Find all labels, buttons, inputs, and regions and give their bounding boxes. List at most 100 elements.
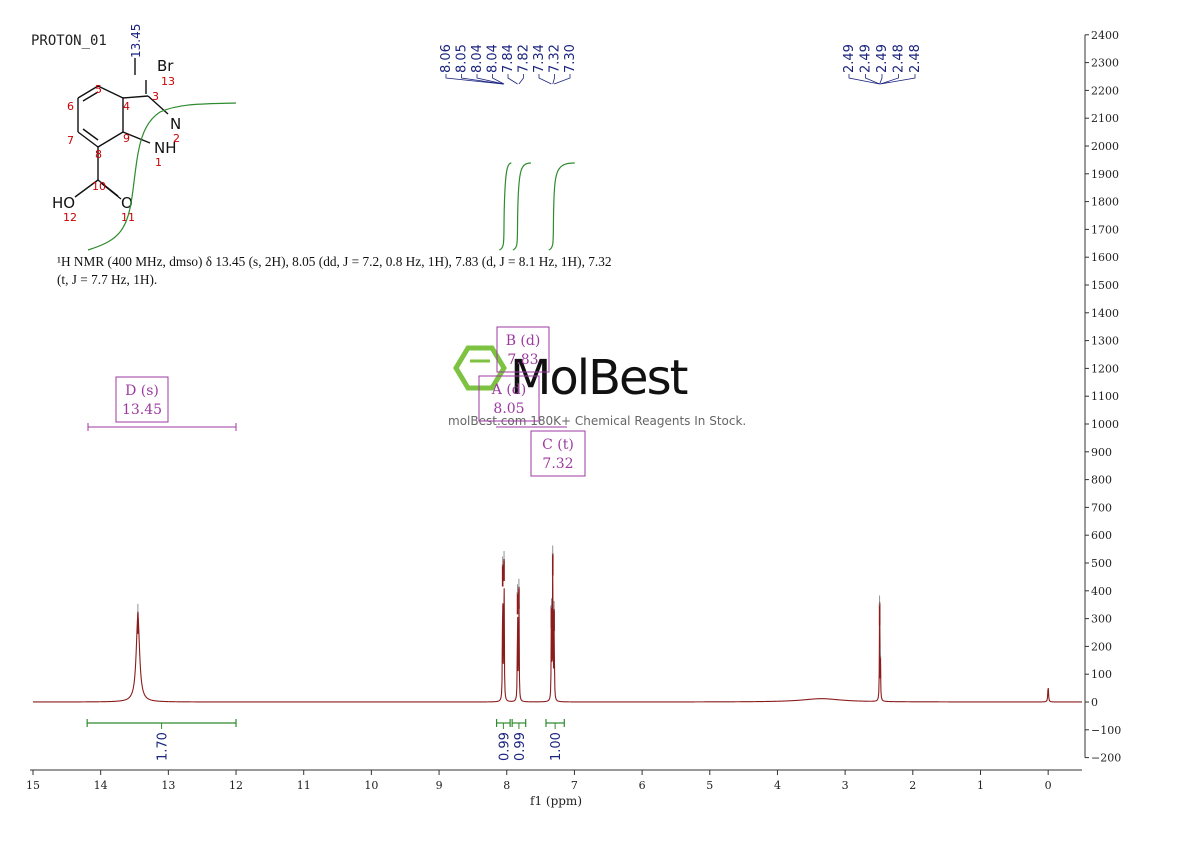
y-tick-label: 300 bbox=[1091, 613, 1112, 626]
peak-label: 7.32 bbox=[548, 44, 563, 73]
peak-label-connector bbox=[879, 74, 883, 85]
spectrum-trace bbox=[33, 559, 1082, 703]
peak-label: 7.84 bbox=[501, 44, 516, 73]
multiplet-box bbox=[530, 430, 586, 477]
atom-labels: Br N NH HO O bbox=[52, 57, 181, 212]
peak-label: 2.49 bbox=[842, 44, 857, 73]
x-tick-label: 14 bbox=[94, 779, 108, 792]
peak-label-connector bbox=[538, 74, 552, 85]
x-axis-label: f1 (ppm) bbox=[530, 794, 582, 808]
x-tick-label: 13 bbox=[161, 779, 175, 792]
y-tick-label: −200 bbox=[1091, 752, 1121, 765]
peak-label-connector bbox=[507, 74, 518, 85]
atom-number: 4 bbox=[123, 100, 130, 113]
atom-number: 10 bbox=[92, 180, 106, 193]
integral-value: 0.99 bbox=[513, 732, 528, 761]
peak-label: 2.48 bbox=[908, 44, 923, 73]
integral-layer: 1.70 0.99 0.99 1.00 bbox=[86, 162, 575, 761]
peak-label-connector bbox=[848, 74, 880, 85]
peak-label: 2.49 bbox=[859, 44, 874, 73]
y-tick-label: 1700 bbox=[1091, 223, 1119, 236]
x-tick-label: 10 bbox=[364, 779, 378, 792]
y-tick-label: 1100 bbox=[1091, 390, 1119, 403]
atom-number: 5 bbox=[95, 83, 102, 96]
chemical-structure bbox=[74, 58, 169, 200]
watermark-brand: MolBest bbox=[510, 350, 688, 406]
y-tick-label: 2000 bbox=[1091, 140, 1119, 153]
y-tick-label: 1800 bbox=[1091, 196, 1119, 209]
y-tick-label: −100 bbox=[1091, 724, 1121, 737]
y-tick-label: 1500 bbox=[1091, 279, 1119, 292]
atom-label-n: N bbox=[170, 115, 181, 133]
peak-label: 7.34 bbox=[532, 44, 547, 73]
x-tick-label: 7 bbox=[571, 779, 578, 792]
atom-number: 11 bbox=[121, 211, 135, 224]
axes-layer: 15 14 13 12 11 10 9 8 7 6 5 4 3 2 1 0240023002200210020… bbox=[26, 29, 1121, 792]
y-tick-label: 100 bbox=[1091, 668, 1112, 681]
y-tick-label: 800 bbox=[1091, 474, 1112, 487]
x-tick-label: 2 bbox=[909, 779, 916, 792]
atom-number: 1 bbox=[155, 156, 162, 169]
multiplet-box bbox=[496, 326, 550, 373]
multiplet-box bbox=[115, 376, 169, 423]
multiplet-shift: 13.45 bbox=[122, 402, 162, 418]
atom-number: 12 bbox=[63, 211, 77, 224]
y-tick-label: 200 bbox=[1091, 640, 1112, 653]
atom-number: 13 bbox=[161, 75, 175, 88]
x-tick-label: 8 bbox=[503, 779, 510, 792]
peak-label-connector bbox=[880, 74, 916, 85]
x-tick-label: 6 bbox=[639, 779, 646, 792]
y-tick-label: 1600 bbox=[1091, 251, 1119, 264]
peak-label: 8.04 bbox=[470, 44, 485, 73]
multiplet-box bbox=[478, 375, 540, 422]
peak-label-connector bbox=[553, 74, 571, 85]
multiplet-layer: D (s) 13.45 B (d) 7.83 A (d) 8.05 C (t) 7.32 bbox=[87, 326, 586, 477]
x-tick-label: 12 bbox=[229, 779, 243, 792]
y-tick-label: 1400 bbox=[1091, 307, 1119, 320]
multiplet-shift: 7.32 bbox=[542, 456, 573, 472]
x-tick-label: 5 bbox=[706, 779, 713, 792]
atom-number: 3 bbox=[152, 90, 159, 103]
x-tick-label: 9 bbox=[436, 779, 443, 792]
peak-label: 7.82 bbox=[517, 44, 532, 73]
x-tick-label: 4 bbox=[774, 779, 781, 792]
structure-shift-label: 13.45 bbox=[129, 24, 143, 58]
y-tick-label: 0 bbox=[1091, 696, 1098, 709]
peak-label: 8.05 bbox=[455, 44, 470, 73]
peak-label-connector bbox=[445, 74, 503, 85]
peak-label: 8.06 bbox=[439, 44, 454, 73]
peak-label-connector bbox=[880, 74, 899, 85]
multiplet-label: A (d) bbox=[491, 382, 526, 398]
multiplet-shift: 8.05 bbox=[493, 401, 524, 417]
y-tick-label: 1900 bbox=[1091, 168, 1119, 181]
y-tick-label: 2300 bbox=[1091, 57, 1119, 70]
atom-label-ho: HO bbox=[52, 194, 75, 212]
x-tick-label: 11 bbox=[297, 779, 311, 792]
watermark-logo-icon bbox=[453, 345, 507, 391]
peak-label-connector bbox=[518, 74, 524, 85]
atom-number: 7 bbox=[67, 134, 74, 147]
watermark: MolBest molBest.com 180K+ Chemical Reage… bbox=[448, 345, 746, 428]
peak-label-connector bbox=[552, 74, 555, 85]
x-tick-label: 0 bbox=[1045, 779, 1052, 792]
multiplet-label: B (d) bbox=[506, 333, 541, 349]
integral-curve bbox=[499, 162, 512, 251]
x-tick-label: 15 bbox=[26, 779, 40, 792]
integral-value: 1.00 bbox=[549, 732, 564, 761]
x-tick-label: 1 bbox=[977, 779, 984, 792]
y-tick-label: 500 bbox=[1091, 557, 1112, 570]
y-tick-label: 1200 bbox=[1091, 362, 1119, 375]
spectrum-layer bbox=[33, 545, 1082, 703]
atom-label-o: O bbox=[121, 194, 133, 212]
multiplet-shift: 7.83 bbox=[507, 352, 538, 368]
peak-label-connector bbox=[492, 74, 505, 85]
atom-number: 2 bbox=[173, 132, 180, 145]
peak-label-connector bbox=[865, 74, 880, 85]
peak-label-connector bbox=[476, 74, 505, 85]
y-tick-label: 700 bbox=[1091, 501, 1112, 514]
integral-curve bbox=[87, 102, 237, 251]
nmr-description: ¹H NMR (400 MHz, dmso) δ 13.45 (s, 2H), … bbox=[57, 254, 612, 287]
spectrum-title: PROTON_01 bbox=[31, 33, 107, 49]
